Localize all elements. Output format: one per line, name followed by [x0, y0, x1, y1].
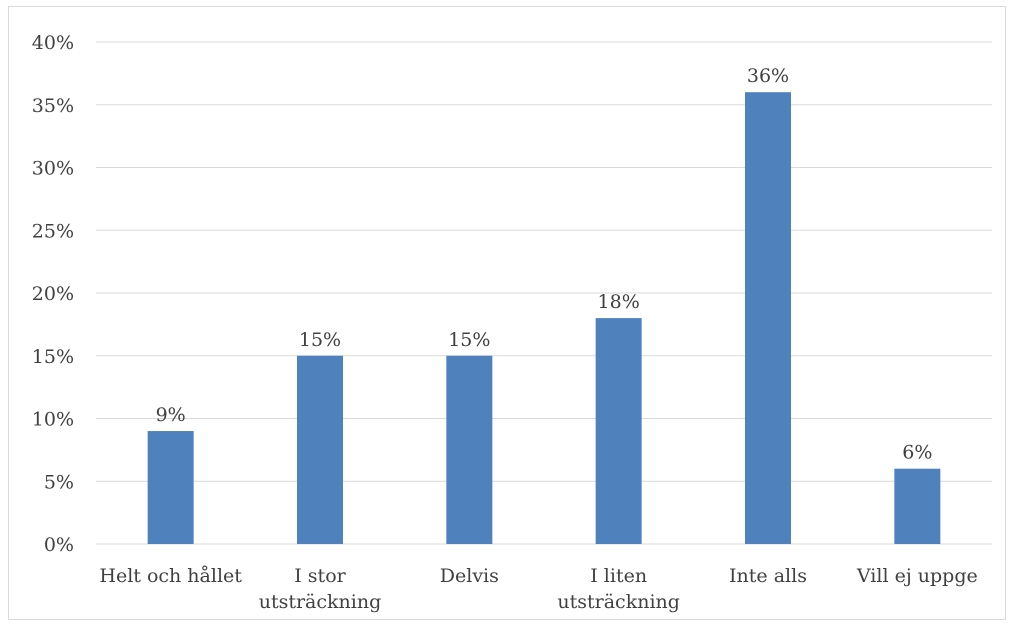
category-label: I stor — [294, 565, 346, 587]
y-tick-label: 25% — [32, 220, 74, 242]
data-label: 6% — [902, 442, 932, 464]
x-axis-categories: Helt och hållet I stor utsträckning Delvis I… — [99, 565, 977, 613]
category-label: Vill ej uppge — [856, 565, 978, 587]
category-label: utsträckning — [259, 591, 382, 613]
y-tick-label: 15% — [32, 346, 74, 368]
bar — [147, 431, 194, 544]
bar — [894, 468, 941, 544]
category-label: I liten — [590, 565, 647, 587]
data-label: 15% — [299, 329, 341, 351]
data-label: 15% — [448, 329, 490, 351]
y-tick-label: 0% — [44, 534, 74, 556]
category-label: Helt och hållet — [99, 565, 242, 587]
bar — [745, 92, 791, 544]
y-tick-label: 20% — [32, 283, 74, 305]
data-label: 18% — [598, 291, 640, 313]
y-axis-ticks: 0% 5% 10% 15% 20% 25% 30% 35% 40% — [32, 32, 74, 556]
data-labels: 9% 15% 15% 18% 36% 6% — [156, 65, 933, 464]
y-tick-label: 40% — [32, 32, 74, 54]
grid-lines — [96, 41, 992, 545]
data-label: 36% — [747, 65, 789, 87]
y-tick-label: 10% — [32, 409, 74, 431]
bars — [147, 92, 941, 544]
bar — [297, 355, 343, 544]
data-label: 9% — [156, 404, 186, 426]
bar — [595, 318, 642, 544]
y-tick-label: 30% — [32, 158, 74, 180]
category-label: utsträckning — [557, 591, 680, 613]
y-tick-label: 35% — [32, 95, 74, 117]
y-tick-label: 5% — [44, 471, 74, 493]
bar — [446, 355, 493, 544]
category-label: Delvis — [440, 565, 499, 587]
category-label: Inte alls — [729, 565, 807, 587]
